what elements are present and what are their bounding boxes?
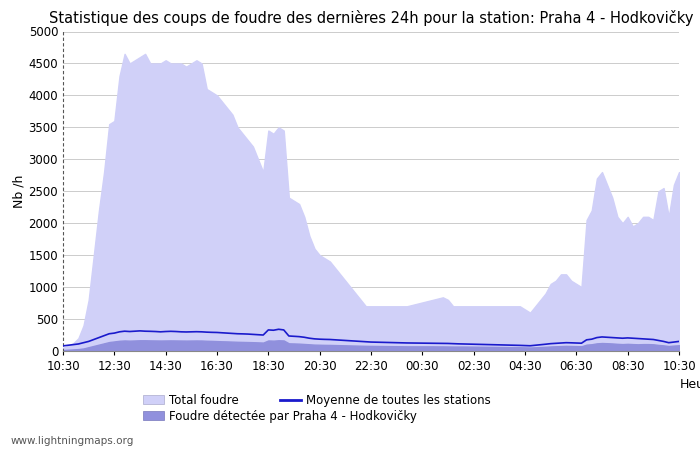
Title: Statistique des coups de foudre des dernières 24h pour la station: Praha 4 - Hod: Statistique des coups de foudre des dern…	[49, 10, 693, 26]
Legend: Foudre détectée par Praha 4 - Hodkovičky: Foudre détectée par Praha 4 - Hodkovičky	[143, 410, 416, 423]
Y-axis label: Nb /h: Nb /h	[13, 175, 26, 208]
Text: Heure: Heure	[680, 378, 700, 391]
Text: www.lightningmaps.org: www.lightningmaps.org	[10, 436, 134, 446]
